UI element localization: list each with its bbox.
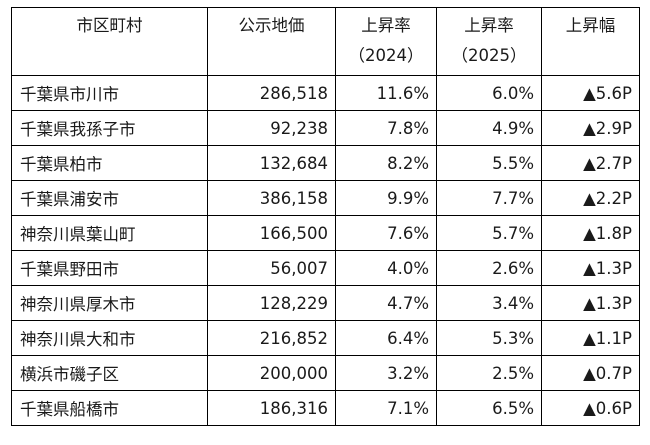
header-change: 上昇幅	[541, 7, 640, 76]
cell-change: ▲0.7P	[541, 355, 640, 391]
cell-rate-2025: 6.5%	[436, 390, 542, 426]
cell-municipality: 神奈川県大和市	[11, 320, 208, 356]
cell-rate-2024: 7.8%	[335, 110, 437, 146]
cell-change: ▲0.6P	[541, 390, 640, 426]
cell-rate-2024: 9.9%	[335, 180, 437, 216]
header-label: 市区町村	[76, 16, 143, 35]
cell-change: ▲2.7P	[541, 145, 640, 181]
cell-rate-2025: 5.5%	[436, 145, 542, 181]
cell-price: 92,238	[207, 110, 336, 146]
header-municipality: 市区町村	[11, 7, 208, 76]
table-row: 千葉県船橋市 186,316 7.1% 6.5% ▲0.6P	[11, 390, 640, 426]
land-price-table: 市区町村 公示地価 上昇率 （2024） 上昇率 （2025） 上昇幅 千葉県市…	[11, 7, 640, 426]
cell-rate-2025: 5.7%	[436, 215, 542, 251]
cell-rate-2024: 8.2%	[335, 145, 437, 181]
cell-price: 166,500	[207, 215, 336, 251]
header-rate-2025: 上昇率 （2025）	[436, 7, 542, 76]
table-row: 神奈川県葉山町 166,500 7.6% 5.7% ▲1.8P	[11, 215, 640, 251]
cell-rate-2024: 3.2%	[335, 355, 437, 391]
cell-municipality: 千葉県市川市	[11, 75, 208, 111]
cell-price: 56,007	[207, 250, 336, 286]
header-label: 上昇率	[361, 16, 411, 35]
table-row: 千葉県野田市 56,007 4.0% 2.6% ▲1.3P	[11, 250, 640, 286]
cell-price: 216,852	[207, 320, 336, 356]
table-row: 千葉県我孫子市 92,238 7.8% 4.9% ▲2.9P	[11, 110, 640, 146]
cell-municipality: 千葉県柏市	[11, 145, 208, 181]
header-price: 公示地価	[207, 7, 336, 76]
cell-change: ▲1.3P	[541, 285, 640, 321]
cell-rate-2024: 6.4%	[335, 320, 437, 356]
cell-rate-2025: 4.9%	[436, 110, 542, 146]
cell-change: ▲1.3P	[541, 250, 640, 286]
cell-rate-2025: 2.6%	[436, 250, 542, 286]
cell-rate-2024: 4.0%	[335, 250, 437, 286]
cell-rate-2024: 11.6%	[335, 75, 437, 111]
cell-municipality: 神奈川県厚木市	[11, 285, 208, 321]
cell-municipality: 千葉県我孫子市	[11, 110, 208, 146]
cell-price: 286,518	[207, 75, 336, 111]
cell-price: 200,000	[207, 355, 336, 391]
cell-change: ▲2.9P	[541, 110, 640, 146]
cell-price: 386,158	[207, 180, 336, 216]
cell-change: ▲1.8P	[541, 215, 640, 251]
cell-price: 132,684	[207, 145, 336, 181]
table-body: 千葉県市川市 286,518 11.6% 6.0% ▲5.6P 千葉県我孫子市 92,238…	[11, 75, 640, 426]
table-header: 市区町村 公示地価 上昇率 （2024） 上昇率 （2025） 上昇幅	[11, 7, 640, 76]
table-row: 神奈川県厚木市 128,229 4.7% 3.4% ▲1.3P	[11, 285, 640, 321]
cell-rate-2024: 7.6%	[335, 215, 437, 251]
cell-municipality: 千葉県野田市	[11, 250, 208, 286]
table-row: 横浜市磯子区 200,000 3.2% 2.5% ▲0.7P	[11, 355, 640, 391]
table-row: 千葉県浦安市 386,158 9.9% 7.7% ▲2.2P	[11, 180, 640, 216]
cell-price: 186,316	[207, 390, 336, 426]
table-row: 千葉県市川市 286,518 11.6% 6.0% ▲5.6P	[11, 75, 640, 111]
cell-rate-2025: 3.4%	[436, 285, 542, 321]
cell-change: ▲2.2P	[541, 180, 640, 216]
cell-rate-2025: 6.0%	[436, 75, 542, 111]
cell-rate-2024: 4.7%	[335, 285, 437, 321]
cell-municipality: 横浜市磯子区	[11, 355, 208, 391]
cell-rate-2024: 7.1%	[335, 390, 437, 426]
table-row: 神奈川県大和市 216,852 6.4% 5.3% ▲1.1P	[11, 320, 640, 356]
cell-municipality: 千葉県船橋市	[11, 390, 208, 426]
cell-change: ▲1.1P	[541, 320, 640, 356]
cell-municipality: 神奈川県葉山町	[11, 215, 208, 251]
table-row: 千葉県柏市 132,684 8.2% 5.5% ▲2.7P	[11, 145, 640, 181]
cell-rate-2025: 7.7%	[436, 180, 542, 216]
cell-change: ▲5.6P	[541, 75, 640, 111]
header-label: 上昇率	[464, 16, 514, 35]
header-sublabel: （2024）	[348, 46, 424, 65]
cell-price: 128,229	[207, 285, 336, 321]
header-sublabel: （2025）	[451, 46, 527, 65]
cell-rate-2025: 5.3%	[436, 320, 542, 356]
header-label: 公示地価	[238, 16, 305, 35]
header-label: 上昇幅	[565, 16, 616, 35]
cell-municipality: 千葉県浦安市	[11, 180, 208, 216]
cell-rate-2025: 2.5%	[436, 355, 542, 391]
header-row: 市区町村 公示地価 上昇率 （2024） 上昇率 （2025） 上昇幅	[11, 7, 640, 76]
header-rate-2024: 上昇率 （2024）	[335, 7, 437, 76]
